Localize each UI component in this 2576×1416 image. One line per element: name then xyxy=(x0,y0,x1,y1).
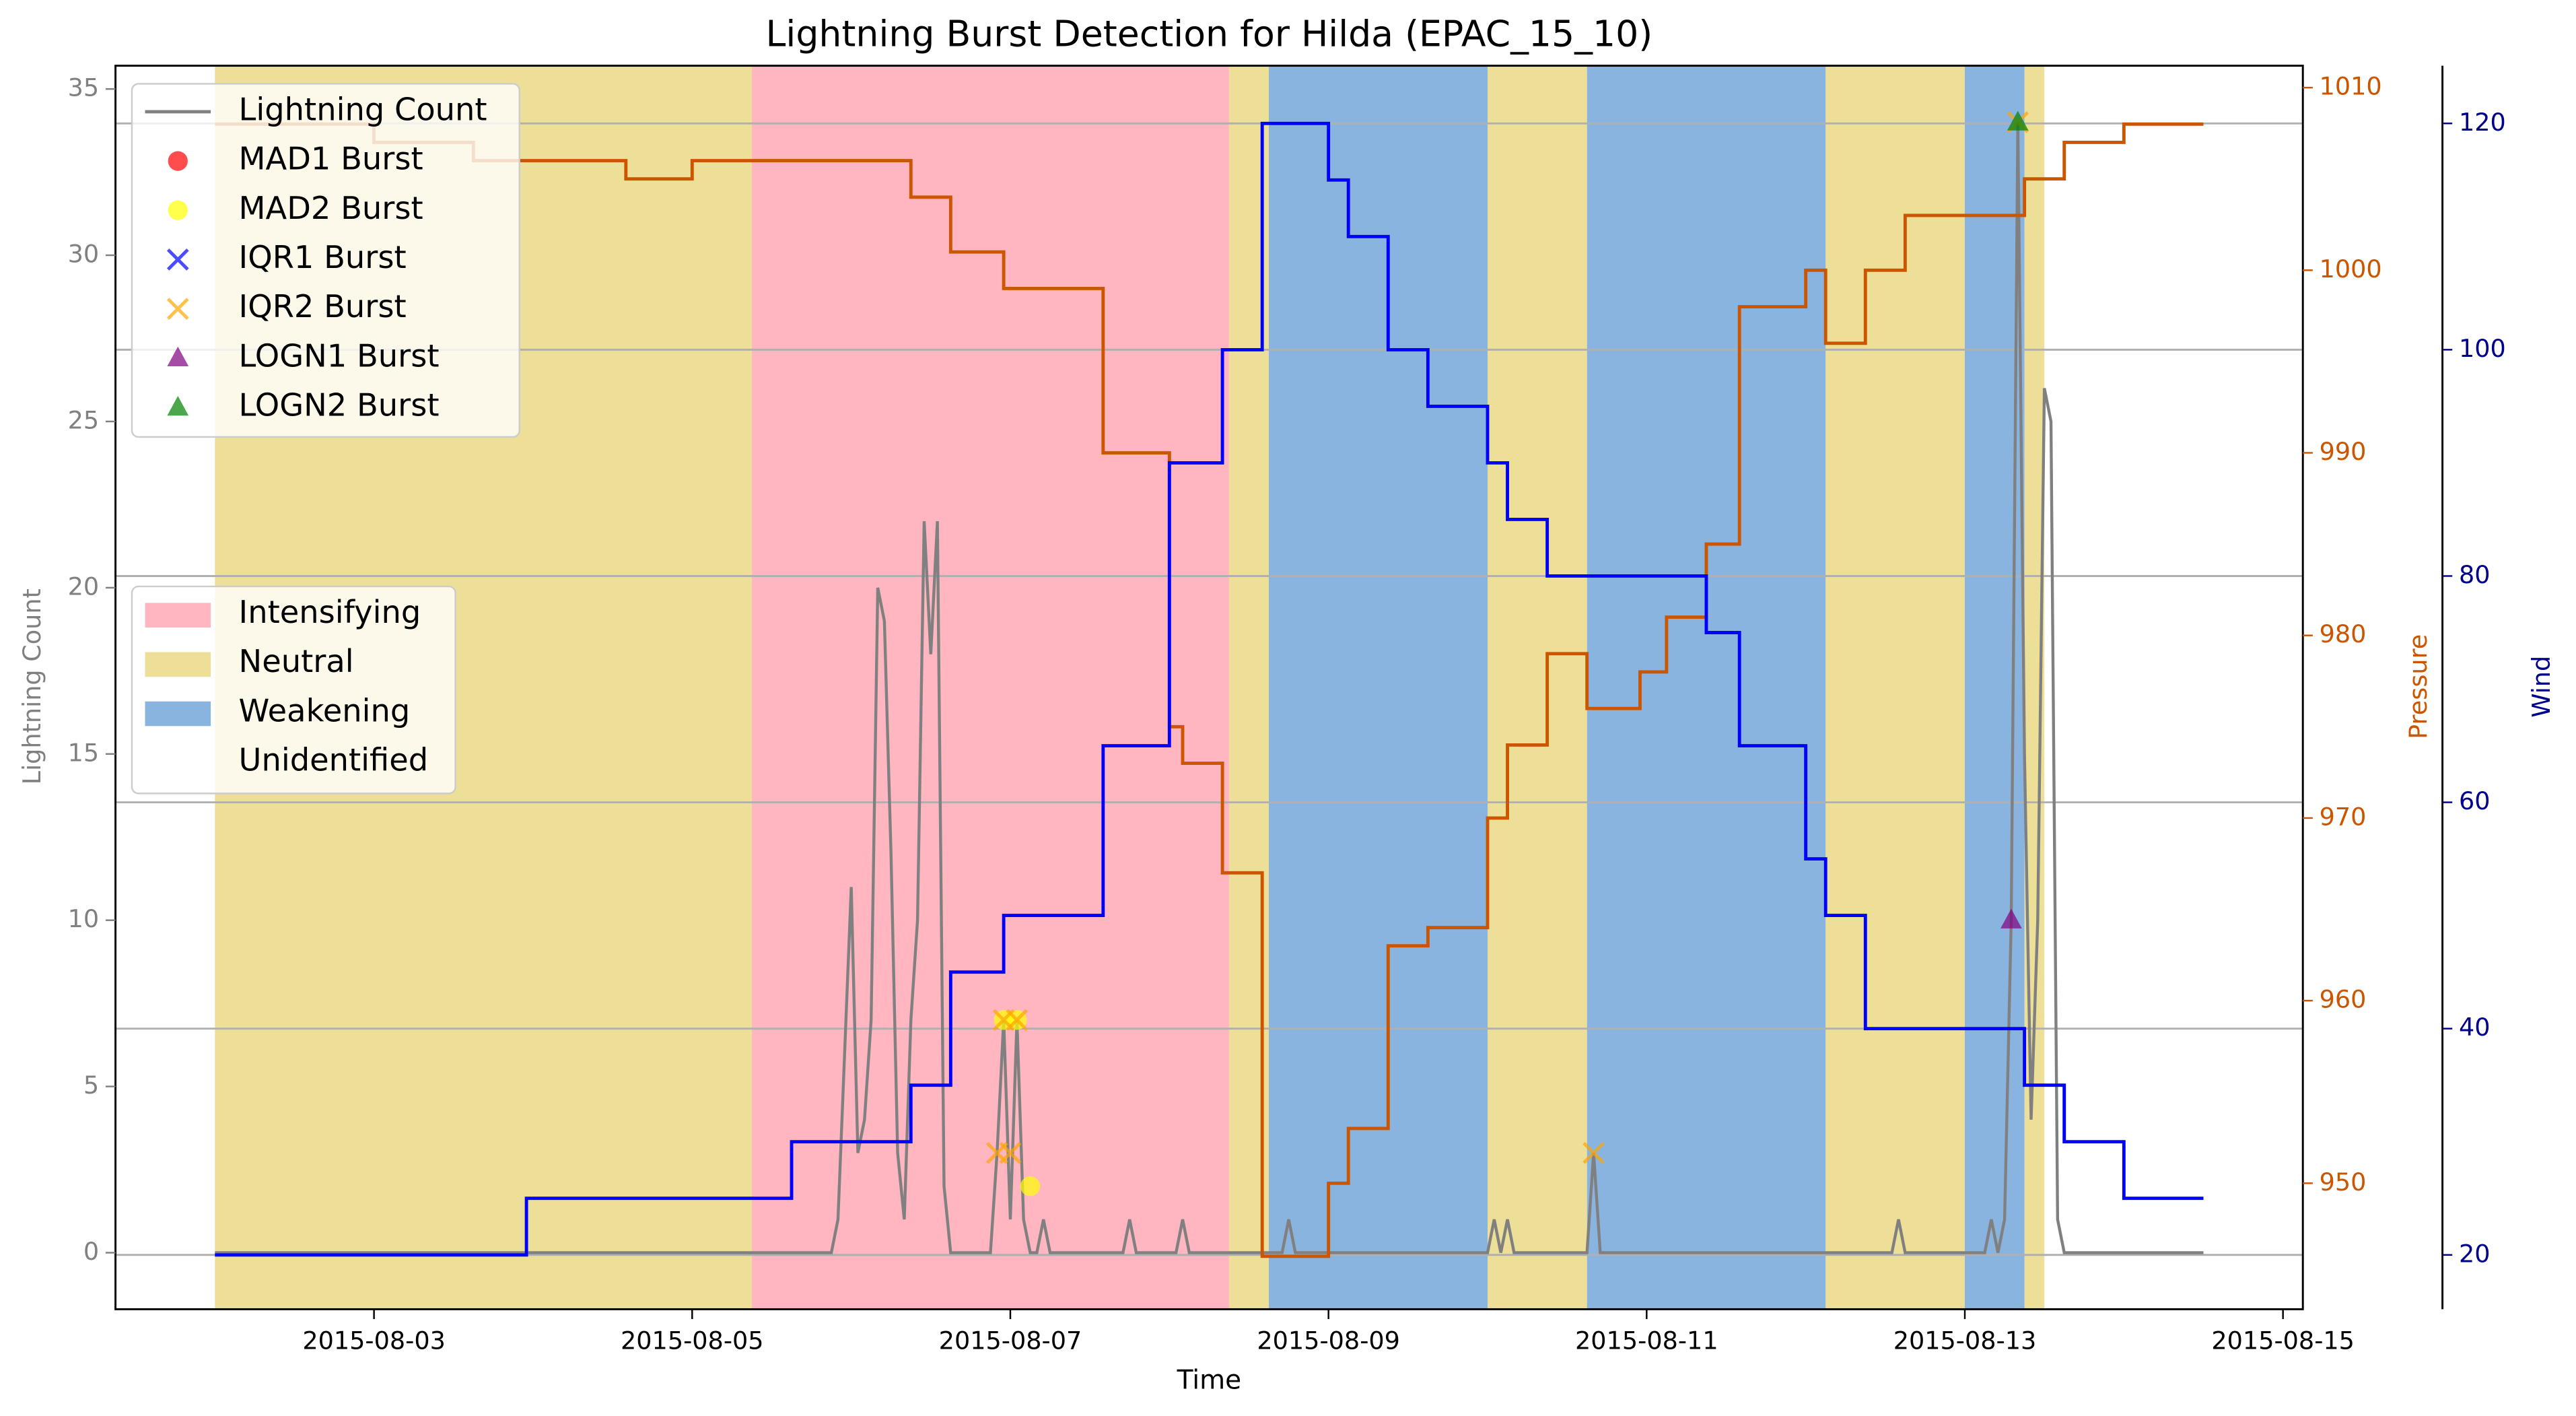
y3-tick-label: 20 xyxy=(2459,1239,2491,1268)
phase-span xyxy=(751,65,1229,1310)
legend-label: MAD1 Burst xyxy=(239,141,423,177)
legend-patch xyxy=(145,603,211,628)
legend-label: Intensifying xyxy=(239,594,421,630)
y-tick-label: 5 xyxy=(83,1071,99,1100)
y3-tick-label: 60 xyxy=(2459,786,2491,815)
x-tick-label: 2015-08-11 xyxy=(1575,1326,1718,1355)
y-tick-label: 15 xyxy=(68,738,100,767)
x-tick-label: 2015-08-15 xyxy=(2211,1326,2355,1355)
burst-marker xyxy=(167,346,189,367)
y2-axis-label: Pressure xyxy=(2404,634,2433,739)
burst-marker xyxy=(2000,908,2022,929)
burst-marker xyxy=(1006,1009,1029,1032)
x-tick-label: 2015-08-09 xyxy=(1257,1326,1400,1355)
burst-marker xyxy=(168,151,188,171)
series-line xyxy=(215,121,2204,1257)
legend-label: IQR2 Burst xyxy=(239,288,407,325)
x-axis-label: Time xyxy=(1177,1365,1241,1395)
x-tick-label: 2015-08-03 xyxy=(302,1326,446,1355)
y2-tick-label: 980 xyxy=(2320,619,2367,648)
phase-span xyxy=(1269,65,1488,1310)
y-tick-label: 30 xyxy=(68,240,100,269)
phase-span xyxy=(1487,65,1587,1310)
x-tick-label: 2015-08-13 xyxy=(1893,1326,2037,1355)
x-tick-label: 2015-08-05 xyxy=(621,1326,764,1355)
burst-marker xyxy=(1020,1176,1041,1196)
y-tick-label: 25 xyxy=(68,405,100,434)
y-tick-label: 20 xyxy=(68,572,100,601)
phase-span xyxy=(1825,65,1965,1310)
legend-label: Unidentified xyxy=(239,742,429,778)
y-axis-label: Lightning Count xyxy=(18,588,46,784)
burst-marker xyxy=(1582,1141,1605,1164)
x-tick-label: 2015-08-07 xyxy=(939,1326,1082,1355)
y2-tick-label: 960 xyxy=(2320,985,2367,1014)
legend-label: MAD2 Burst xyxy=(239,190,423,226)
legend-label: IQR1 Burst xyxy=(239,239,407,275)
burst-marker xyxy=(167,395,189,416)
y3-axis-label: Wind xyxy=(2527,656,2556,718)
y3-tick-label: 80 xyxy=(2459,560,2491,589)
y2-tick-label: 1010 xyxy=(2320,72,2382,101)
y3-tick-label: 100 xyxy=(2459,334,2506,363)
legend-label: Neutral xyxy=(239,643,354,679)
y-tick-label: 0 xyxy=(83,1237,99,1266)
y2-tick-label: 970 xyxy=(2320,802,2367,831)
burst-marker xyxy=(168,200,188,220)
y-tick-label: 10 xyxy=(68,904,100,933)
plot-frame xyxy=(114,65,2304,1310)
legend-label: LOGN2 Burst xyxy=(239,387,440,424)
legend-patch xyxy=(145,750,211,776)
legend-patch xyxy=(145,652,211,677)
series-line xyxy=(215,122,2204,1258)
legend-label: Weakening xyxy=(239,692,411,729)
y2-tick-label: 950 xyxy=(2320,1168,2367,1196)
y2-tick-label: 990 xyxy=(2320,437,2367,466)
burst-marker xyxy=(166,298,189,321)
chart-title: Lightning Burst Detection for Hilda (EPA… xyxy=(766,12,1653,55)
series-line xyxy=(215,122,2204,1254)
legend-box xyxy=(131,83,520,438)
burst-marker xyxy=(166,248,189,271)
legend-patch xyxy=(145,701,211,727)
burst-marker xyxy=(999,1141,1022,1164)
y-tick-label: 35 xyxy=(68,73,100,102)
phase-span xyxy=(1587,65,1826,1310)
legend-label: LOGN1 Burst xyxy=(239,337,440,374)
legend-label: Lightning Count xyxy=(239,91,487,127)
y3-tick-label: 40 xyxy=(2459,1013,2491,1042)
phase-legend-box xyxy=(131,585,456,795)
burst-marker xyxy=(2007,110,2029,131)
y3-tick-label: 120 xyxy=(2459,108,2506,137)
y2-tick-label: 1000 xyxy=(2320,255,2382,283)
